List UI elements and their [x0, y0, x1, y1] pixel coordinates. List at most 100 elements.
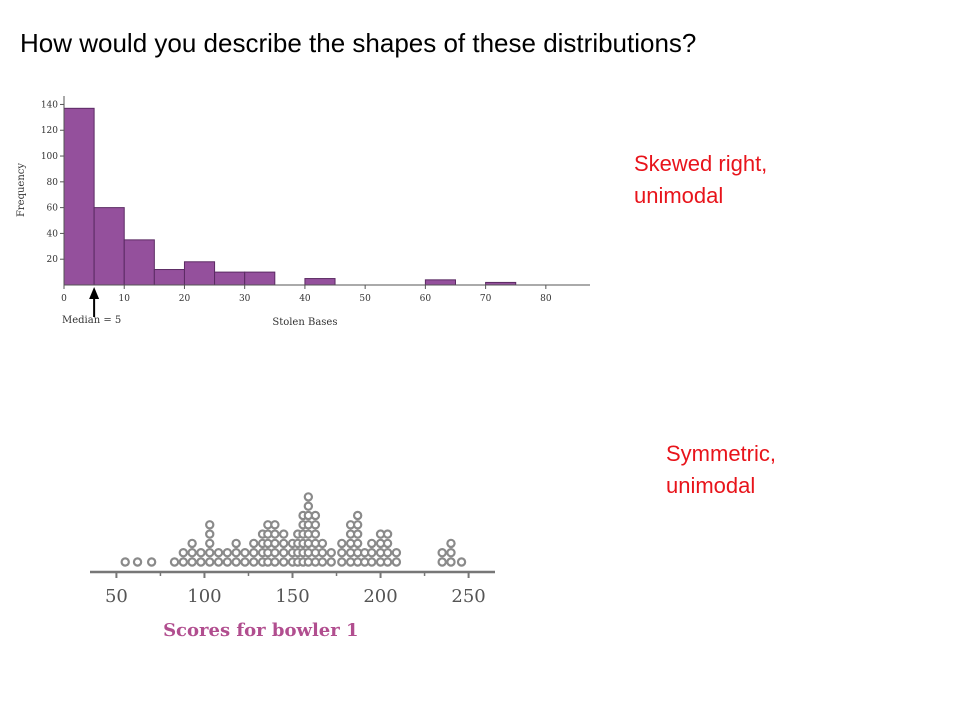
histogram-x-tick-label: 80	[540, 294, 552, 304]
dotplot-dot	[337, 557, 347, 567]
dotplot-dot	[367, 557, 377, 567]
histogram-bar-20-25	[183, 261, 216, 286]
histogram-bar-10-15	[123, 239, 155, 286]
dotplot-dot	[446, 557, 456, 567]
answer-1-line-2: unimodal	[634, 183, 724, 208]
histogram-x-tick-label: 10	[119, 294, 131, 304]
dotplot-dot	[231, 547, 241, 558]
answer-2-line-1: Symmetric,	[666, 441, 776, 466]
histogram-x-tick-label: 60	[420, 294, 432, 304]
histogram-bar-5-10	[93, 207, 125, 286]
dotplot-dot	[196, 547, 206, 558]
bowler-scores-dotplot: 50 100 150 200 250 Scores for bowler 1	[90, 492, 495, 641]
dotplot-dot	[120, 557, 130, 567]
histogram-y-tick-label: 80	[47, 178, 59, 188]
dotplot-dot	[249, 547, 259, 558]
dotplot-tick-label: 200	[363, 586, 397, 607]
dotplot-dot	[213, 547, 224, 558]
dotplot-dot	[231, 557, 241, 567]
dotplot-dot	[303, 501, 314, 511]
dotplot-dot	[270, 520, 280, 530]
histogram-y-tick-label: 100	[41, 152, 58, 162]
dotplot-dot	[391, 547, 402, 558]
histogram-y-tick-label: 40	[47, 229, 59, 239]
dotplot-dot	[352, 510, 363, 521]
histogram-x-tick-label: 70	[480, 294, 492, 304]
answer-2-line-2: unimodal	[666, 473, 756, 498]
histogram-bar-40-45	[304, 278, 336, 286]
dotplot-dot	[317, 538, 328, 549]
dotplot-dot	[367, 547, 377, 558]
dotplot-dot	[270, 547, 280, 558]
dotplot-dot	[187, 557, 197, 567]
dotplot-dot	[270, 529, 280, 539]
dotplot-dot	[249, 538, 259, 549]
dotplot-x-axis-label: Scores for bowler 1	[163, 620, 358, 641]
histogram-y-axis-label: Frequency	[16, 163, 27, 217]
dotplot-dot	[205, 547, 215, 558]
slide-title: How would you describe the shapes of the…	[20, 28, 697, 58]
dotplot-dot	[205, 520, 215, 530]
answer-symmetric: Symmetric, unimodal	[666, 438, 776, 502]
histogram-x-tick-label: 0	[61, 294, 67, 304]
dotplot-dot	[278, 547, 289, 558]
dotplot-dot	[326, 557, 336, 567]
dotplot-dot	[240, 557, 250, 567]
histogram-x-tick-label: 40	[299, 294, 311, 304]
dotplot-dot	[187, 538, 197, 549]
histogram-bar-0-5	[63, 107, 95, 286]
histogram-bar-25-30	[214, 271, 246, 286]
answer-skewed-right: Skewed right, unimodal	[634, 148, 767, 212]
dotplot-dot	[382, 547, 393, 558]
dotplot-tick-label: 150	[275, 586, 309, 607]
dotplot-tick-label: 50	[105, 586, 128, 607]
dotplot-dot	[437, 547, 447, 558]
histogram-bar-60-65	[424, 279, 456, 286]
dotplot-dot	[382, 557, 393, 567]
dotplot-dot	[222, 557, 233, 567]
stolen-bases-histogram: Frequency 20 40 60 80 100 120 140 0 10 20 30 40 50 6…	[16, 96, 590, 328]
histogram-y-tick-label: 20	[47, 255, 59, 265]
dotplot-dot	[187, 547, 197, 558]
dotplot-dot	[391, 557, 402, 567]
histogram-bar-30-35	[244, 271, 276, 286]
dotplot-dot	[326, 547, 336, 558]
dotplot-dot	[169, 557, 180, 567]
dotplot-dot	[310, 510, 321, 521]
dotplot-dot	[132, 557, 143, 567]
histogram-y-tick-label: 140	[41, 100, 58, 110]
dotplot-dot	[317, 547, 328, 558]
dotplot-dot	[337, 547, 347, 558]
dotplot-dot	[205, 538, 215, 549]
histogram-x-axis-label: Stolen Bases	[272, 317, 337, 328]
dotplot-dot	[352, 529, 363, 539]
histogram-y-tick-label: 60	[47, 204, 59, 214]
dotplot-dot	[317, 557, 328, 567]
dotplot-tick-label: 100	[187, 586, 221, 607]
dotplot-dot	[231, 538, 241, 549]
histogram-bar-15-20	[153, 269, 185, 286]
dotplot-dot	[352, 520, 363, 530]
dotplot-dot	[367, 538, 377, 549]
dotplot-dot	[278, 529, 289, 539]
median-arrow-icon	[89, 287, 100, 317]
dotplot-dot	[337, 538, 347, 549]
dotplot-dot	[213, 557, 224, 567]
answer-1-line-1: Skewed right,	[634, 151, 768, 176]
dotplot-dot	[456, 557, 467, 567]
dotplot-dot	[352, 538, 363, 549]
dotplot-dot	[205, 529, 215, 539]
dotplot-dot	[146, 557, 157, 567]
dotplot-dot	[205, 557, 215, 567]
dotplot-dot	[240, 547, 250, 558]
dotplot-dot	[382, 538, 393, 549]
histogram-x-tick-label: 20	[179, 294, 191, 304]
dotplot-dot	[278, 538, 289, 549]
dotplot-dot	[270, 538, 280, 549]
dotplot-dot	[249, 557, 259, 567]
dotplot-dot	[303, 492, 314, 502]
median-annotation: Median = 5	[62, 315, 121, 326]
dotplot-dot	[178, 557, 189, 567]
dotplot-tick-label: 250	[451, 586, 485, 607]
dotplot-dot	[382, 529, 393, 539]
